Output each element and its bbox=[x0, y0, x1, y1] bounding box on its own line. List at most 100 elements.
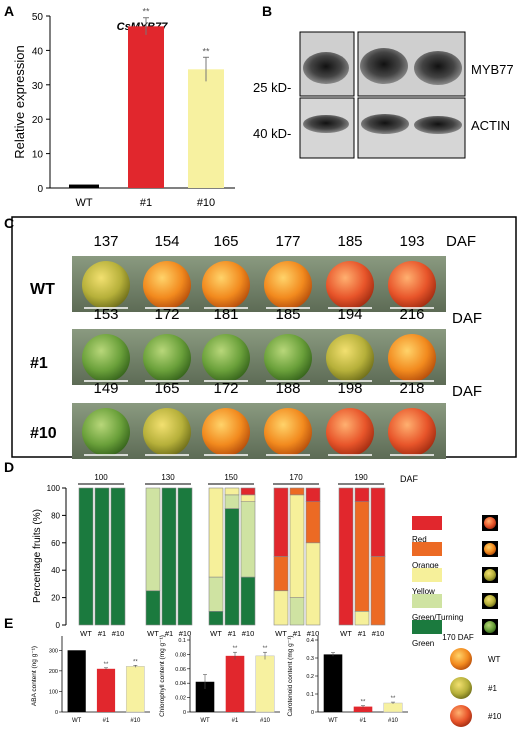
panel-e-bar bbox=[225, 655, 245, 712]
panel-d-group-label: 150 bbox=[224, 473, 238, 482]
panel-c-fruit bbox=[202, 334, 250, 382]
panel-d-bar-segment bbox=[224, 494, 240, 509]
panel-c-day: 149 bbox=[93, 380, 118, 397]
panel-a-ytick-label: 10 bbox=[32, 150, 44, 161]
panel-c-fruit bbox=[388, 334, 436, 382]
panel-e-ytick-label: 0 bbox=[311, 710, 314, 716]
panel-c-row-label: #10 bbox=[30, 425, 57, 442]
panel-c-day: 193 bbox=[399, 233, 424, 250]
panel-d-daf-unit: DAF bbox=[400, 474, 419, 484]
panel-d-legend-label: Green/Turning bbox=[412, 613, 463, 622]
panel-c-fruit bbox=[326, 408, 374, 456]
panel-d-ytick-label: 0 bbox=[56, 621, 61, 630]
panel-d-legend-fruit bbox=[484, 621, 496, 633]
panel-c-row-label: #1 bbox=[30, 355, 48, 372]
panel-c-daf-label: DAF bbox=[452, 310, 482, 327]
panel-d-legend-label: Yellow bbox=[412, 587, 435, 596]
panel-d-bar-segment bbox=[354, 487, 370, 502]
panel-c-daf-label: DAF bbox=[452, 383, 482, 400]
panel-d-bar-segment bbox=[208, 487, 224, 578]
panel-d-bar-segment bbox=[78, 487, 94, 626]
panel-b-western-blot: 25 kD- 40 kD- MYB77 ACTIN bbox=[253, 31, 514, 159]
panel-e-xtick-label: #10 bbox=[260, 718, 271, 724]
panel-e-bar bbox=[125, 666, 145, 713]
panel-e-bar bbox=[96, 668, 116, 712]
panel-c-day: 185 bbox=[275, 306, 300, 323]
panel-e-xtick-label: WT bbox=[328, 718, 338, 724]
panel-e-ylabel: Carotenoid content (mg g⁻¹) bbox=[287, 635, 294, 716]
panel-e-ytick-label: 0.02 bbox=[175, 696, 186, 702]
panel-a-ylabel: Relative expression bbox=[12, 45, 27, 158]
panel-d-bar-segment bbox=[370, 487, 386, 557]
panel-c-fruit bbox=[202, 408, 250, 456]
panel-e-significance: ** bbox=[133, 659, 138, 665]
panel-a-ytick-label: 40 bbox=[32, 46, 44, 57]
panel-c-fruit bbox=[143, 408, 191, 456]
panel-d-xtick-label: #10 bbox=[179, 629, 192, 638]
panel-e-bar bbox=[323, 654, 343, 712]
panel-c-fruit bbox=[264, 334, 312, 382]
panel-d-bar-segment bbox=[240, 576, 256, 626]
panel-e-xtick-label: WT bbox=[200, 718, 210, 724]
panel-e-xtick-label: #10 bbox=[388, 718, 399, 724]
panel-e-xtick-label: #1 bbox=[103, 718, 110, 724]
panel-a-ytick-label: 20 bbox=[32, 115, 44, 126]
panel-d-legend-swatch bbox=[412, 568, 442, 582]
panel-d-bar-segment bbox=[273, 487, 289, 557]
panel-d-bar-segment bbox=[208, 576, 224, 612]
panel-d-xtick-label: WT bbox=[147, 629, 159, 638]
panel-d-bar-segment bbox=[240, 501, 256, 578]
panel-e-fruit-label-1: #1 bbox=[488, 684, 497, 693]
panel-e-xtick-label: #10 bbox=[130, 718, 141, 724]
panel-d-xtick-label: WT bbox=[80, 629, 92, 638]
panel-c-fruit bbox=[143, 334, 191, 382]
panel-e-fruit-10 bbox=[450, 705, 472, 727]
panel-d-group-label: 170 bbox=[289, 473, 303, 482]
panel-e-bar bbox=[67, 650, 86, 712]
panel-a-xtick-label: #1 bbox=[140, 197, 152, 209]
panel-c-day: 185 bbox=[337, 233, 362, 250]
panel-d-bar-segment bbox=[305, 542, 321, 626]
panel-d-bar-segment bbox=[354, 501, 370, 612]
panel-e-fruit-caption: 170 DAF bbox=[442, 633, 474, 642]
panel-d-bar-segment bbox=[177, 487, 193, 626]
panel-d-bar-segment bbox=[289, 487, 305, 496]
panel-e-significance: ** bbox=[361, 700, 366, 706]
panel-d-legend-swatch bbox=[412, 594, 442, 608]
panel-d-bar-segment bbox=[94, 487, 110, 626]
panel-d-xtick-label: WT bbox=[340, 629, 352, 638]
panel-c-fruit bbox=[326, 261, 374, 309]
panel-d-bar-segment bbox=[289, 494, 305, 598]
blot-band-myb77-3 bbox=[414, 51, 462, 85]
panel-e-ytick-label: 300 bbox=[49, 648, 58, 654]
panel-a-bar bbox=[128, 26, 164, 188]
panel-d-bar-segment bbox=[305, 501, 321, 544]
panel-d-bar-segment bbox=[208, 610, 224, 626]
panel-c-row-label: WT bbox=[30, 281, 55, 298]
blot-band-myb77-1 bbox=[303, 52, 349, 84]
panel-a-ytick-label: 30 bbox=[32, 81, 44, 92]
panel-a-xtick-label: #10 bbox=[197, 197, 215, 209]
panel-e-ytick-label: 0 bbox=[183, 710, 186, 716]
panel-c-fruit bbox=[388, 261, 436, 309]
panel-c-day: 137 bbox=[93, 233, 118, 250]
panel-e-xtick-label: #1 bbox=[232, 718, 239, 724]
panel-d-xtick-label: #1 bbox=[293, 629, 301, 638]
panel-e-ytick-label: 0.08 bbox=[175, 652, 186, 658]
panel-d-legend-label: Green bbox=[412, 639, 434, 648]
panel-d-bar-segment bbox=[289, 597, 305, 626]
blot-label-myb77: MYB77 bbox=[471, 62, 514, 77]
panel-e-charts: ABA content (ng g⁻¹) 0 100 200 300 WT ** #1 ** #1… bbox=[31, 633, 502, 727]
panel-d-ytick-label: 40 bbox=[51, 566, 60, 575]
panel-a-bar bbox=[188, 69, 224, 188]
panel-c-fruit bbox=[143, 261, 191, 309]
panel-c-daf-label: DAF bbox=[446, 233, 476, 250]
panel-d-legend-swatch bbox=[412, 620, 442, 634]
panel-c-day: 218 bbox=[399, 380, 424, 397]
panel-c-day: 177 bbox=[275, 233, 300, 250]
panel-d-bar-segment bbox=[224, 508, 240, 626]
panel-c-day: 198 bbox=[337, 380, 362, 397]
panel-d-bar-segment bbox=[145, 487, 161, 592]
